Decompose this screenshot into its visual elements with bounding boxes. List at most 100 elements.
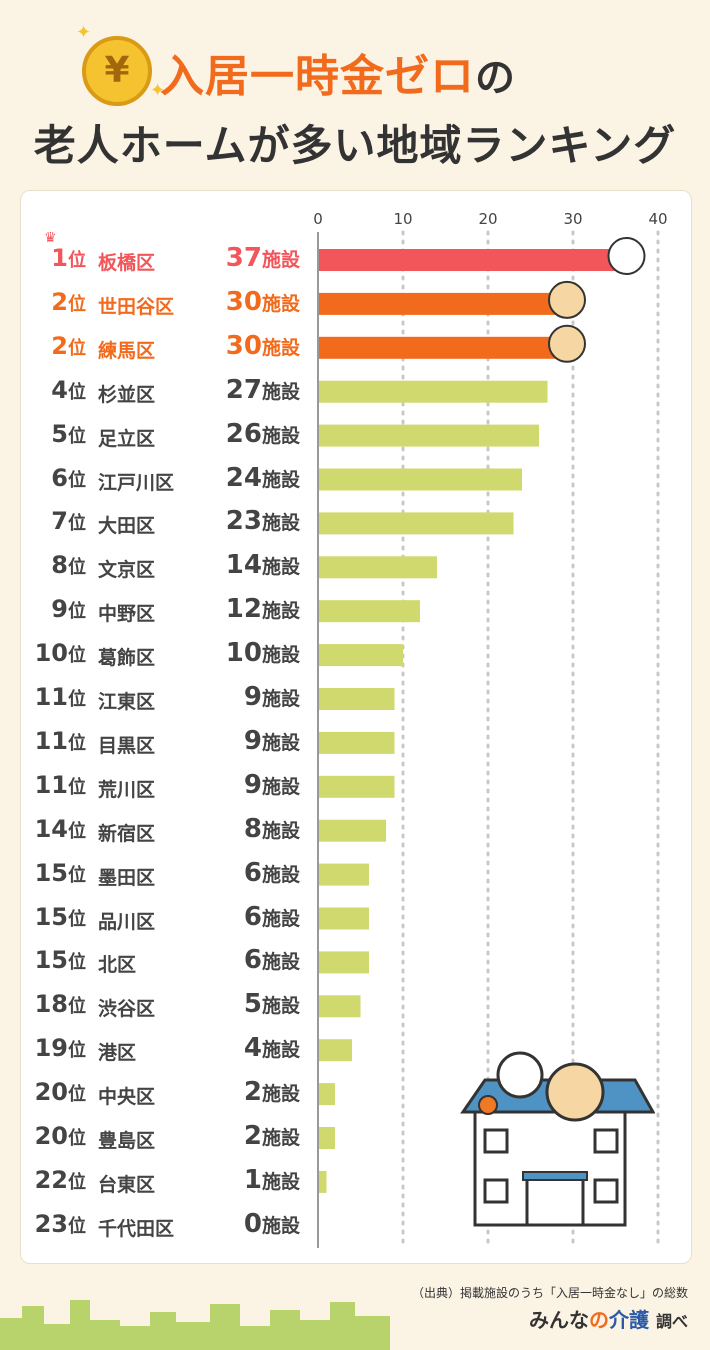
count-suffix: 施設 bbox=[261, 1083, 300, 1106]
bar bbox=[319, 688, 395, 710]
count-value: 8 bbox=[243, 813, 262, 844]
brand-credit: みんなの介護 調べ bbox=[529, 1304, 688, 1333]
area-name: 足立区 bbox=[98, 427, 156, 450]
count-suffix: 施設 bbox=[261, 600, 300, 623]
facility-count: 14施設 bbox=[200, 550, 300, 580]
count-suffix: 施設 bbox=[261, 1039, 300, 1062]
bar bbox=[319, 775, 395, 798]
ranking-row: 15位 墨田区 6施設 bbox=[0, 853, 710, 897]
rank-number: 9 bbox=[51, 595, 68, 624]
count-value: 30 bbox=[225, 286, 262, 317]
count-suffix: 施設 bbox=[261, 644, 300, 667]
rank-label: 11位 bbox=[24, 771, 86, 799]
area-name: 中野区 bbox=[98, 603, 156, 626]
bar bbox=[319, 1127, 335, 1149]
count-value: 9 bbox=[243, 725, 262, 756]
rank-label: 15位 bbox=[24, 859, 86, 887]
rank-label: 1位 bbox=[24, 244, 86, 272]
rank-number: 22 bbox=[34, 1165, 68, 1194]
ranking-row: 11位 目黒区 9施設 bbox=[0, 721, 710, 765]
facility-count: 30施設 bbox=[200, 331, 300, 361]
count-value: 27 bbox=[225, 374, 262, 405]
count-suffix: 施設 bbox=[261, 424, 300, 447]
rank-label: 14位 bbox=[24, 815, 86, 843]
facility-count: 9施設 bbox=[200, 682, 300, 712]
bar bbox=[319, 819, 386, 842]
area-name: 港区 bbox=[98, 1042, 137, 1065]
rank-suffix: 位 bbox=[68, 425, 86, 447]
rank-number: 11 bbox=[34, 770, 68, 799]
rank-label: 5位 bbox=[24, 420, 86, 448]
rank-suffix: 位 bbox=[68, 469, 86, 491]
rank-number: 4 bbox=[51, 375, 68, 404]
area-name: 荒川区 bbox=[98, 778, 156, 801]
crown-icon: ♛ bbox=[44, 230, 57, 246]
rank-label: 8位 bbox=[24, 551, 86, 579]
rank-number: 10 bbox=[34, 639, 68, 668]
ranking-row: 15位 品川区 6施設 bbox=[0, 897, 710, 941]
rank-number: 1 bbox=[51, 244, 68, 272]
ranking-row: 9位 中野区 12施設 bbox=[0, 589, 710, 633]
ranking-row: 19位 港区 4施設 bbox=[0, 1028, 710, 1072]
area-name: 豊島区 bbox=[98, 1130, 156, 1152]
rank-suffix: 位 bbox=[68, 601, 86, 623]
rank-number: 6 bbox=[51, 463, 68, 492]
rank-number: 8 bbox=[51, 551, 68, 580]
area-name: 江東区 bbox=[98, 691, 156, 713]
facility-count: 30施設 bbox=[200, 287, 300, 317]
ranking-row: 22位 台東区 1施設 bbox=[0, 1160, 710, 1204]
cat-face-icon bbox=[607, 237, 646, 275]
area-name: 品川区 bbox=[98, 910, 156, 933]
rank-suffix: 位 bbox=[68, 1171, 86, 1193]
ranking-row: 6位 江戸川区 24施設 bbox=[0, 458, 710, 502]
title-line1: 入居一時金ゼロの bbox=[160, 40, 516, 104]
bar bbox=[319, 292, 573, 315]
brand-name-b: の bbox=[589, 1308, 610, 1332]
facility-count: 0施設 bbox=[200, 1209, 300, 1239]
rank-label: 11位 bbox=[24, 727, 86, 755]
count-suffix: 施設 bbox=[261, 292, 300, 315]
facility-count: 4施設 bbox=[200, 1033, 300, 1063]
x-tick-label: 10 bbox=[393, 210, 412, 228]
count-suffix: 施設 bbox=[261, 468, 300, 491]
rank-label: 4位 bbox=[24, 376, 86, 404]
bar bbox=[319, 336, 573, 359]
count-value: 0 bbox=[243, 1208, 262, 1239]
area-name: 北区 bbox=[98, 954, 137, 977]
yen-symbol: ¥ bbox=[104, 50, 130, 91]
bar bbox=[319, 1170, 327, 1193]
rank-suffix: 位 bbox=[68, 952, 86, 974]
rank-suffix: 位 bbox=[68, 513, 86, 535]
facility-count: 9施設 bbox=[200, 770, 300, 800]
count-value: 2 bbox=[243, 1121, 262, 1151]
rank-label: 2位 bbox=[24, 288, 86, 316]
count-suffix: 施設 bbox=[261, 380, 300, 403]
title-line2: 老人ホームが多い地域ランキング bbox=[33, 121, 677, 170]
rank-suffix: 位 bbox=[68, 776, 86, 798]
rank-number: 20 bbox=[34, 1122, 68, 1150]
rank-label: 18位 bbox=[24, 990, 86, 1018]
rank-label: 23位 bbox=[24, 1210, 86, 1238]
ranking-row: 5位 足立区 26施設 bbox=[0, 414, 710, 458]
count-value: 37 bbox=[225, 243, 262, 273]
count-suffix: 施設 bbox=[261, 336, 300, 359]
ranking-row: ♛ 1位 板橋区 37施設 bbox=[0, 230, 710, 282]
count-value: 2 bbox=[243, 1077, 262, 1108]
rank-suffix: 位 bbox=[68, 689, 86, 710]
rank-label: 15位 bbox=[24, 903, 86, 931]
area-name: 中央区 bbox=[98, 1086, 156, 1109]
rank-suffix: 位 bbox=[68, 381, 86, 403]
area-name: 墨田区 bbox=[98, 866, 156, 889]
bar bbox=[319, 1039, 352, 1062]
bar bbox=[319, 731, 395, 754]
rank-suffix: 位 bbox=[68, 337, 86, 359]
count-suffix: 施設 bbox=[261, 249, 300, 271]
facility-count: 6施設 bbox=[200, 945, 300, 975]
rank-label: 7位 bbox=[24, 507, 86, 535]
facility-count: 2施設 bbox=[200, 1077, 300, 1107]
facility-count: 23施設 bbox=[200, 506, 300, 536]
count-suffix: 施設 bbox=[261, 951, 300, 974]
bar bbox=[319, 951, 369, 974]
ranking-row: 23位 千代田区 0施設 bbox=[0, 1204, 710, 1248]
rank-suffix: 位 bbox=[68, 732, 86, 754]
